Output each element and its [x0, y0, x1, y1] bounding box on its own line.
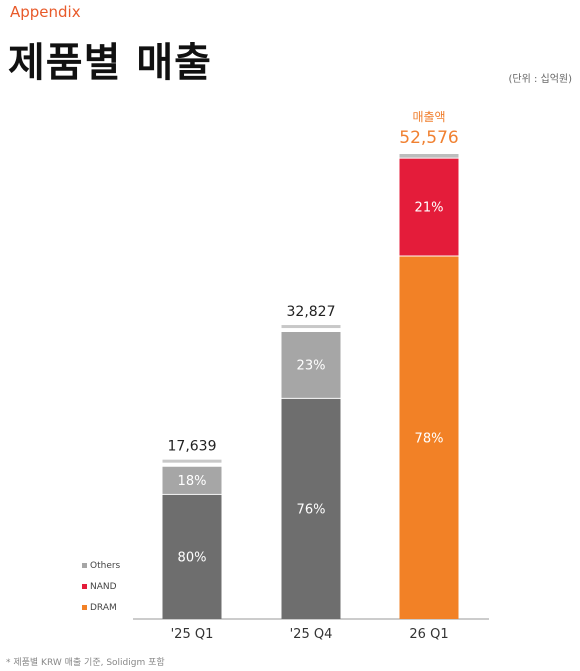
segment-label-others-0: 18% — [178, 474, 207, 489]
segment-label-nand-2: 21% — [415, 201, 444, 216]
total-label-2: 52,576 — [399, 128, 458, 148]
footnote: * 제품별 KRW 매출 기준, Solidigm 포함 — [6, 658, 165, 668]
legend-label-dram: DRAM — [90, 603, 117, 613]
total-label-0: 17,639 — [168, 439, 217, 455]
segment-label-dram-1: 76% — [297, 502, 326, 517]
bar-others-2 — [399, 153, 459, 158]
legend-label-others: Others — [90, 561, 121, 571]
unit-label: (단위 : 십억원) — [508, 74, 572, 85]
bar-dram-2 — [399, 255, 459, 619]
page-title: 제품별 매출 — [8, 40, 212, 86]
segment-label-dram-2: 78% — [415, 431, 444, 446]
highlight-label: 매출액 — [412, 110, 445, 124]
legend-label-nand: NAND — [90, 582, 117, 592]
appendix-tag: Appendix — [10, 3, 81, 21]
bar-others-0 — [162, 465, 222, 494]
category-label-0: '25 Q1 — [171, 627, 214, 642]
bar-nand-2 — [399, 157, 459, 256]
segment-label-others-1: 23% — [297, 358, 326, 373]
bar-others-1 — [281, 330, 341, 398]
bar-cap-1 — [281, 325, 341, 329]
legend-swatch-dram — [82, 605, 87, 610]
category-label-1: '25 Q4 — [290, 627, 333, 642]
bar-dram-1 — [281, 397, 341, 619]
total-label-1: 32,827 — [287, 304, 336, 320]
bar-cap-0 — [162, 459, 222, 463]
bar-dram-0 — [162, 493, 222, 619]
legend-swatch-nand — [82, 584, 87, 589]
legend-swatch-others — [82, 563, 87, 568]
category-label-2: 26 Q1 — [409, 627, 448, 642]
segment-label-dram-0: 80% — [178, 550, 207, 565]
